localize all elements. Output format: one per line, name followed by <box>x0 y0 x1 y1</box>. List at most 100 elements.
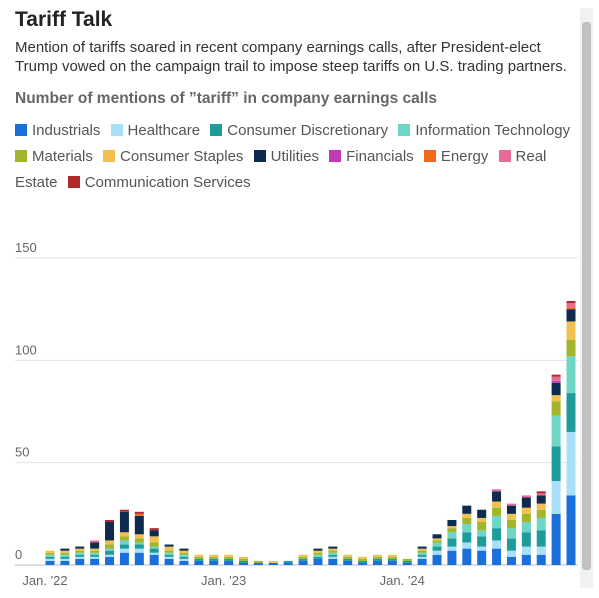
bar-segment <box>75 546 85 549</box>
bar-segment <box>551 415 561 447</box>
bar-segment <box>209 554 219 557</box>
bar-segment <box>477 550 487 565</box>
bar-segment <box>75 552 85 555</box>
bar-segment <box>45 560 55 565</box>
bar-segment <box>566 431 576 496</box>
bar-segment <box>328 556 338 559</box>
bar-segment <box>402 562 412 565</box>
bar-segment <box>194 558 204 561</box>
bar-segment <box>477 536 487 547</box>
bar-segment <box>417 550 427 553</box>
legend-item: Communication Services <box>67 174 251 191</box>
bar-segment <box>134 538 144 543</box>
legend-label: Healthcare <box>127 122 201 139</box>
bar-segment <box>209 558 219 561</box>
bar-segment <box>506 503 516 506</box>
bar-segment <box>372 558 382 561</box>
legend-swatch <box>398 124 411 136</box>
bar-segment <box>105 522 115 541</box>
bar-segment <box>90 554 100 557</box>
bar-segment <box>239 562 249 565</box>
bar-segment <box>313 550 323 553</box>
bar-segment <box>372 560 382 565</box>
bar-segment <box>75 556 85 559</box>
bar-segment <box>566 303 576 308</box>
scrollbar-thumb[interactable] <box>582 22 591 570</box>
bar-segment <box>119 544 129 549</box>
legend-label: Industrials <box>32 122 101 139</box>
bar-segment <box>164 550 174 553</box>
bar-segment <box>194 560 204 565</box>
bar-segment <box>253 562 263 565</box>
legend-swatch <box>103 150 116 162</box>
bar-segment <box>477 546 487 551</box>
bar-segment <box>417 556 427 559</box>
legend-swatch <box>498 150 511 162</box>
bar-segment <box>358 556 368 559</box>
bar-segment <box>313 556 323 559</box>
bar-segment <box>90 552 100 555</box>
bar-segment <box>209 556 219 559</box>
legend-swatch <box>15 124 27 136</box>
bar-segment <box>477 517 487 523</box>
bar-segment <box>194 554 204 557</box>
bar-segment <box>551 374 561 377</box>
bar-segment <box>134 515 144 535</box>
legend-swatch <box>253 150 266 162</box>
bar-segment <box>566 307 576 310</box>
bar-segment <box>462 505 472 514</box>
x-tick-label: Jan. '24 <box>380 573 425 588</box>
x-tick-label: Jan. '22 <box>22 573 67 588</box>
bar-segment <box>536 509 546 518</box>
bar-segment <box>432 538 442 541</box>
bar-segment <box>462 532 472 543</box>
bar-segment <box>119 509 129 512</box>
legend: Industrials Healthcare Consumer Discreti… <box>15 118 577 196</box>
legend-label: Financials <box>346 148 414 165</box>
bar-segment <box>566 356 576 394</box>
bar-segment <box>358 562 368 565</box>
bar-segment <box>506 513 516 520</box>
bar-segment <box>134 548 144 553</box>
bar-segment <box>224 558 234 561</box>
bar-segment <box>551 401 561 416</box>
bar-segment <box>149 530 159 537</box>
bar-segment <box>521 532 531 547</box>
bar-segment <box>134 552 144 565</box>
bar-segment <box>313 548 323 551</box>
legend-label: Materials <box>32 148 93 165</box>
bar-segment <box>536 517 546 531</box>
bar-segment <box>328 546 338 549</box>
bar-segment <box>179 550 189 553</box>
legend-item: Materials <box>15 148 93 165</box>
bar-segment <box>417 548 427 551</box>
bar-segment <box>521 522 531 533</box>
bar-segment <box>164 554 174 557</box>
bar-segment <box>60 554 70 557</box>
bar-segment <box>536 493 546 496</box>
bar-segment <box>492 507 502 516</box>
bar-segment <box>536 554 546 565</box>
bar-segment <box>432 550 442 555</box>
bar-segment <box>417 552 427 555</box>
bar-segment <box>119 540 129 545</box>
bar-segment <box>209 560 219 565</box>
legend-swatch <box>110 124 123 136</box>
bar-segment <box>462 517 472 525</box>
bar-segment <box>119 536 129 541</box>
bar-segment <box>551 380 561 383</box>
bar-segment <box>447 546 457 551</box>
bar-segment <box>313 552 323 555</box>
bar-segment <box>551 513 561 565</box>
bar-segment <box>536 495 546 504</box>
bar-segment <box>90 558 100 565</box>
bar-segment <box>566 321 576 340</box>
bar-segment <box>447 538 457 547</box>
legend-swatch <box>67 176 80 188</box>
legend-label: Information Technology <box>415 122 571 139</box>
bar-segment <box>134 513 144 516</box>
chart: 0 50 100 150 Jan. '22 Jan. '23 Jan. '24 <box>15 240 578 588</box>
legend-label: Energy <box>440 148 489 165</box>
bar-segment <box>402 560 412 563</box>
bar-segment <box>551 395 561 402</box>
